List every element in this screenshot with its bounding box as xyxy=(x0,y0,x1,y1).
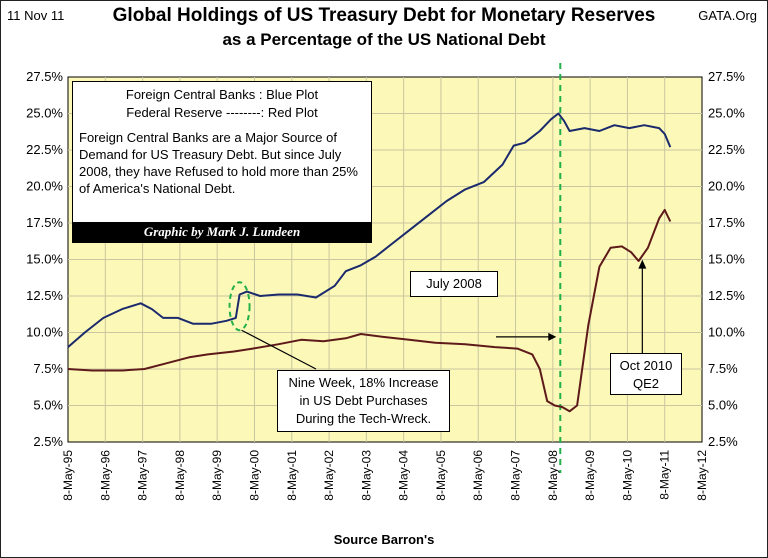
x-tick-label: 8-May-11 xyxy=(658,450,672,500)
y-tick-label-left: 22.5% xyxy=(26,142,63,157)
date-label: 11 Nov 11 xyxy=(7,8,65,23)
y-tick-label-left: 27.5% xyxy=(26,69,63,84)
y-tick-label-right: 15.0% xyxy=(708,252,745,267)
y-tick-label-left: 17.5% xyxy=(26,215,63,230)
x-tick-label: 8-May-05 xyxy=(434,450,448,501)
tech-wreck-note: Nine Week, 18% Increase in US Debt Purch… xyxy=(277,370,450,432)
qe2-arrowhead xyxy=(638,259,647,269)
federal-reserve-line xyxy=(67,208,672,413)
y-tick-label-right: 12.5% xyxy=(708,288,745,303)
site-label: GATA.Org xyxy=(698,8,757,23)
y-tick-label-left: 7.5% xyxy=(33,361,63,376)
x-tick-label: 8-May-08 xyxy=(546,450,560,501)
x-tick-label: 8-May-98 xyxy=(173,450,187,501)
chart-subtitle: as a Percentage of the US National Debt xyxy=(222,30,546,49)
y-tick-label-left: 15.0% xyxy=(26,252,63,267)
x-tick-label: 8-May-09 xyxy=(583,450,597,501)
y-tick-label-right: 5.0% xyxy=(708,398,738,413)
y-tick-label-right: 27.5% xyxy=(708,69,745,84)
x-tick-label: 8-May-12 xyxy=(695,450,709,501)
legend-box: Foreign Central Banks : Blue Plot Federa… xyxy=(72,81,372,243)
x-tick-label: 8-May-01 xyxy=(285,450,299,501)
y-tick-label-right: 10.0% xyxy=(708,325,745,340)
x-tick-label: 8-May-06 xyxy=(471,450,485,501)
x-tick-label: 8-May-02 xyxy=(322,450,336,501)
tech-wreck-pointer xyxy=(241,329,317,370)
x-tick-label: 8-May-07 xyxy=(509,450,523,501)
x-tick-label: 8-May-10 xyxy=(620,450,634,501)
legend-line-blue: Foreign Central Banks : Blue Plot xyxy=(125,87,319,102)
y-tick-label-left: 12.5% xyxy=(26,288,63,303)
x-tick-label: 8-May-00 xyxy=(247,450,261,501)
july-2008-label: July 2008 xyxy=(410,271,498,297)
legend-body: Foreign Central Banks are a Major Source… xyxy=(79,130,358,196)
y-tick-label-right: 17.5% xyxy=(708,215,745,230)
x-tick-label: 8-May-04 xyxy=(397,450,411,501)
qe2-note: Oct 2010 QE2 xyxy=(610,353,682,395)
y-tick-label-right: 25.0% xyxy=(708,106,745,121)
y-tick-label-right: 7.5% xyxy=(708,361,738,376)
foreign-central-banks-line xyxy=(67,112,672,348)
qe2-line2: QE2 xyxy=(632,376,659,391)
y-tick-label-right: 22.5% xyxy=(708,142,745,157)
source-label: Source Barron's xyxy=(333,532,435,547)
y-tick-label-left: 20.0% xyxy=(26,179,63,194)
y-tick-label-left: 10.0% xyxy=(26,325,63,340)
y-tick-label-left: 5.0% xyxy=(33,398,63,413)
y-tick-label-right: 2.5% xyxy=(708,434,738,449)
y-tick-label-left: 25.0% xyxy=(26,106,63,121)
july-2008-arrowhead xyxy=(548,332,557,341)
chart-title: Global Holdings of US Treasury Debt for … xyxy=(112,5,656,26)
x-tick-label: 8-May-99 xyxy=(210,450,224,501)
x-tick-label: 8-May-03 xyxy=(359,450,373,501)
qe2-line1: Oct 2010 xyxy=(619,358,673,373)
y-tick-label-left: 2.5% xyxy=(33,434,63,449)
legend-line-red: Federal Reserve --------: Red Plot xyxy=(126,105,318,120)
x-tick-label: 8-May-95 xyxy=(61,450,75,501)
tech-wreck-ellipse xyxy=(228,281,251,332)
graphic-credit: Graphic by Mark J. Lundeen xyxy=(73,222,371,242)
y-tick-label-right: 20.0% xyxy=(708,179,745,194)
x-tick-label: 8-May-97 xyxy=(136,450,150,501)
x-tick-label: 8-May-96 xyxy=(98,450,112,501)
